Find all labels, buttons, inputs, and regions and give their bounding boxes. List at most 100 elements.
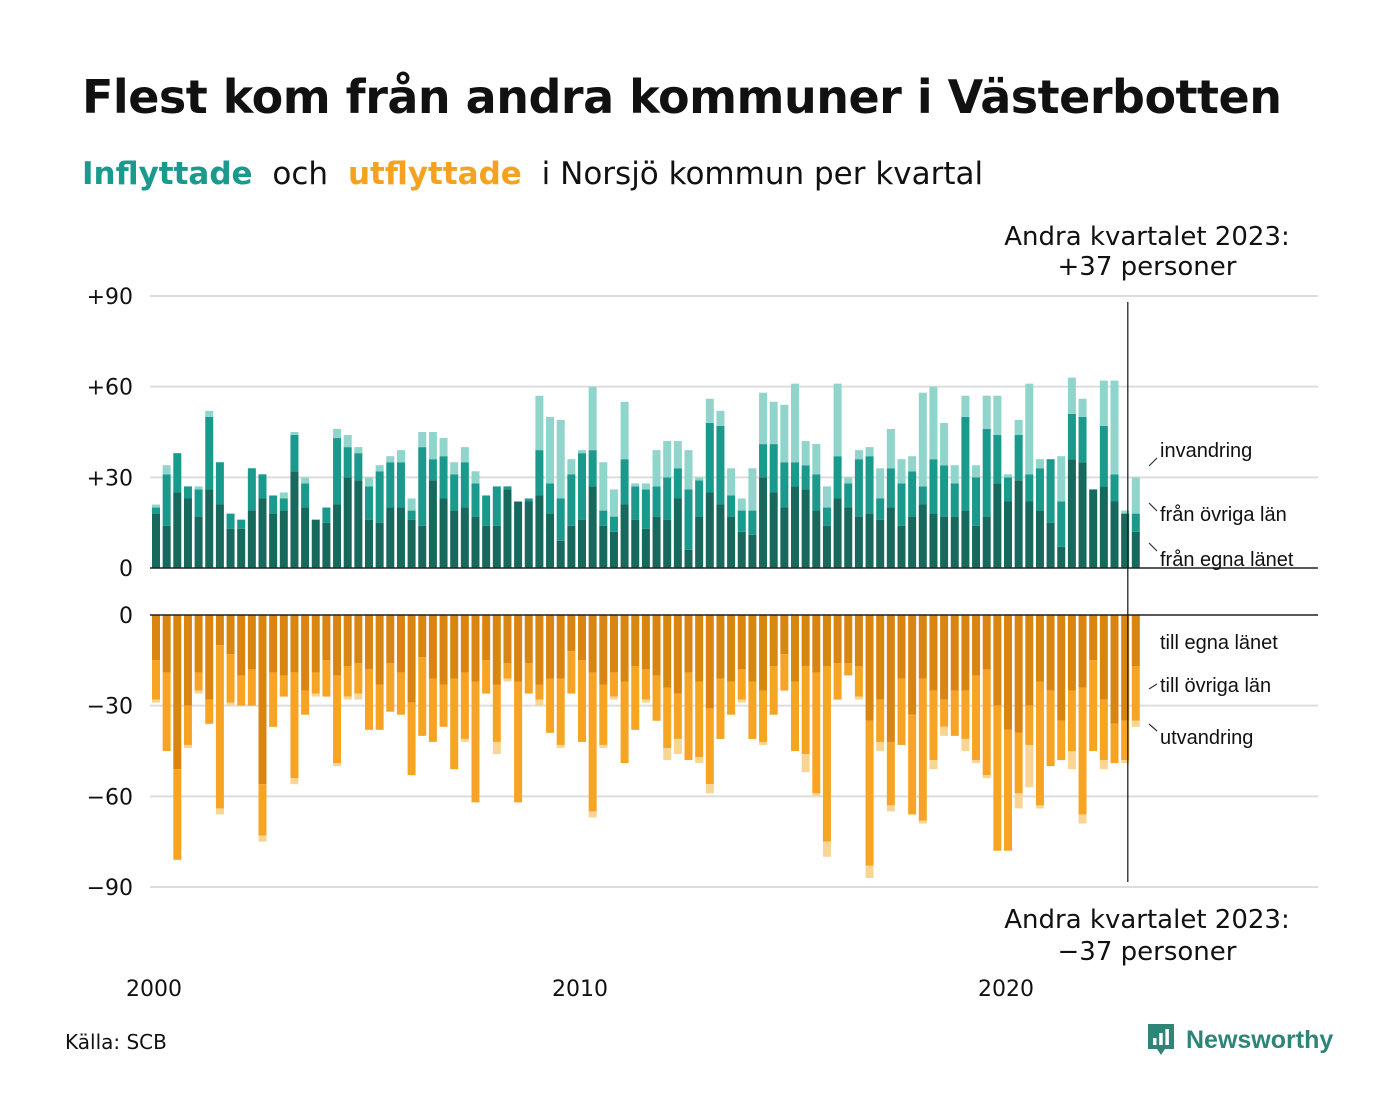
bar-in-immigration xyxy=(1025,383,1034,475)
bar-out-other-counties xyxy=(503,663,512,679)
bar-in-own-county xyxy=(247,510,256,568)
x-tick-label: 2000 xyxy=(126,977,182,1002)
bar-out-other-counties xyxy=(1025,705,1034,745)
bar-out-emigration xyxy=(599,744,608,748)
bar-out-emigration xyxy=(492,741,501,755)
bar-out-other-counties xyxy=(578,660,586,742)
bar-out-own-county xyxy=(183,615,192,706)
bar-out-emigration xyxy=(929,760,938,770)
bar-in-immigration xyxy=(631,483,640,487)
bar-out-other-counties xyxy=(439,684,448,727)
bar-in-other-counties xyxy=(418,447,427,526)
bar-in-immigration xyxy=(578,450,586,454)
bar-in-other-counties xyxy=(1046,459,1055,523)
bar-out-other-counties xyxy=(215,645,224,809)
bar-in-own-county xyxy=(1067,459,1076,568)
bar-out-emigration xyxy=(343,696,352,700)
bar-in-other-counties xyxy=(695,480,704,517)
bar-in-other-counties xyxy=(727,495,736,517)
bar-out-other-counties xyxy=(1035,681,1044,806)
bar-in-own-county xyxy=(386,507,395,568)
bar-out-emigration xyxy=(822,841,831,857)
bar-out-emigration xyxy=(535,699,544,706)
bar-out-own-county xyxy=(460,615,469,673)
bar-out-emigration xyxy=(333,763,342,767)
series-label-immigration: invandring xyxy=(1160,440,1252,462)
bar-in-immigration xyxy=(407,498,416,511)
bar-in-immigration xyxy=(961,395,970,417)
bar-out-emigration xyxy=(759,741,768,745)
bar-out-own-county xyxy=(716,615,725,679)
bar-in-own-county xyxy=(1110,501,1119,568)
bar-out-own-county xyxy=(833,615,842,664)
bar-in-immigration xyxy=(588,386,597,451)
bar-out-own-county xyxy=(982,615,991,670)
bar-in-own-county xyxy=(1121,513,1130,568)
bar-in-immigration xyxy=(365,477,373,487)
bar-out-own-county xyxy=(514,615,523,682)
bar-in-immigration xyxy=(769,401,778,445)
bar-out-other-counties xyxy=(247,669,256,706)
bar-out-own-county xyxy=(173,615,182,770)
bar-in-own-county xyxy=(705,492,714,568)
bar-in-other-counties xyxy=(663,477,672,520)
bar-in-immigration xyxy=(641,483,650,490)
bar-in-immigration xyxy=(1121,510,1130,514)
bar-out-other-counties xyxy=(929,690,938,761)
bar-out-other-counties xyxy=(524,663,533,694)
bar-in-immigration xyxy=(684,450,693,490)
bar-out-emigration xyxy=(737,699,746,703)
bar-in-other-counties xyxy=(471,483,480,517)
bar-in-other-counties xyxy=(407,510,416,520)
bar-out-own-county xyxy=(503,615,512,664)
bar-in-other-counties xyxy=(972,477,981,526)
bar-out-other-counties xyxy=(833,663,842,700)
bar-in-immigration xyxy=(290,432,299,436)
bar-in-own-county xyxy=(748,534,757,568)
bar-in-other-counties xyxy=(791,462,799,487)
bar-in-immigration xyxy=(567,459,576,475)
x-tick-label: 2010 xyxy=(552,977,608,1002)
bar-out-own-county xyxy=(780,615,789,655)
bar-in-own-county xyxy=(759,477,768,568)
bar-out-own-county xyxy=(450,615,459,679)
bar-in-immigration xyxy=(791,383,799,463)
bar-in-other-counties xyxy=(173,453,182,493)
bar-out-other-counties xyxy=(290,672,299,779)
bar-in-other-counties xyxy=(918,486,927,505)
bar-out-own-county xyxy=(641,615,650,670)
leader-line xyxy=(1148,683,1158,690)
bar-in-immigration xyxy=(1078,398,1087,417)
bar-out-emigration xyxy=(972,760,981,764)
bar-in-other-counties xyxy=(578,453,586,520)
bar-out-own-county xyxy=(578,615,586,661)
bar-out-other-counties xyxy=(961,690,970,739)
bar-out-emigration xyxy=(152,699,160,703)
bar-out-own-county xyxy=(1078,615,1087,688)
bar-in-other-counties xyxy=(386,462,395,508)
bar-in-other-counties xyxy=(1004,477,1012,502)
bar-out-own-county xyxy=(663,615,672,688)
bar-out-emigration xyxy=(705,784,714,794)
bar-out-other-counties xyxy=(940,699,949,727)
bar-out-emigration xyxy=(673,738,682,755)
y-tick-label-bottom: −30 xyxy=(87,695,133,720)
bar-out-own-county xyxy=(1121,615,1130,721)
bar-in-other-counties xyxy=(705,422,714,493)
bar-out-own-county xyxy=(162,615,171,673)
bar-out-emigration xyxy=(503,678,512,682)
bar-in-immigration xyxy=(599,462,608,511)
bar-out-other-counties xyxy=(641,669,650,700)
bar-out-own-county xyxy=(929,615,938,691)
bar-out-emigration xyxy=(215,808,224,815)
bar-out-emigration xyxy=(1067,751,1076,770)
bar-in-other-counties xyxy=(460,462,469,508)
bar-out-other-counties xyxy=(865,720,874,866)
bar-in-immigration xyxy=(844,477,853,484)
bar-out-other-counties xyxy=(492,684,501,742)
bar-out-other-counties xyxy=(897,678,906,745)
bar-in-other-counties xyxy=(673,468,682,499)
bar-out-own-county xyxy=(482,615,491,661)
bar-out-own-county xyxy=(993,615,1002,706)
bar-in-immigration xyxy=(780,404,789,463)
